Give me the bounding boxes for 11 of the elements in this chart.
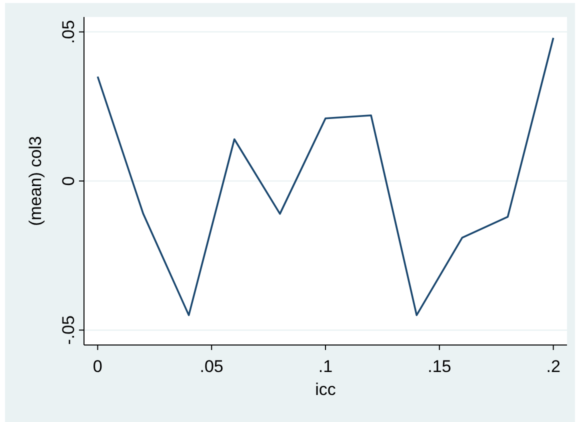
x-tick-label: .2 bbox=[546, 357, 560, 376]
line-series bbox=[96, 36, 554, 316]
y-tick-label: .05 bbox=[59, 20, 78, 44]
y-tick-label: -.05 bbox=[59, 315, 78, 345]
x-tick-label: .15 bbox=[428, 357, 452, 376]
x-tick-label: .05 bbox=[200, 357, 224, 376]
x-axis-title: icc bbox=[315, 380, 336, 399]
y-tick-label: 0 bbox=[59, 176, 78, 186]
x-tick-label: 0 bbox=[92, 357, 102, 376]
x-tick-label: .1 bbox=[318, 357, 333, 376]
y-axis-title: (mean) col3 bbox=[26, 136, 45, 226]
